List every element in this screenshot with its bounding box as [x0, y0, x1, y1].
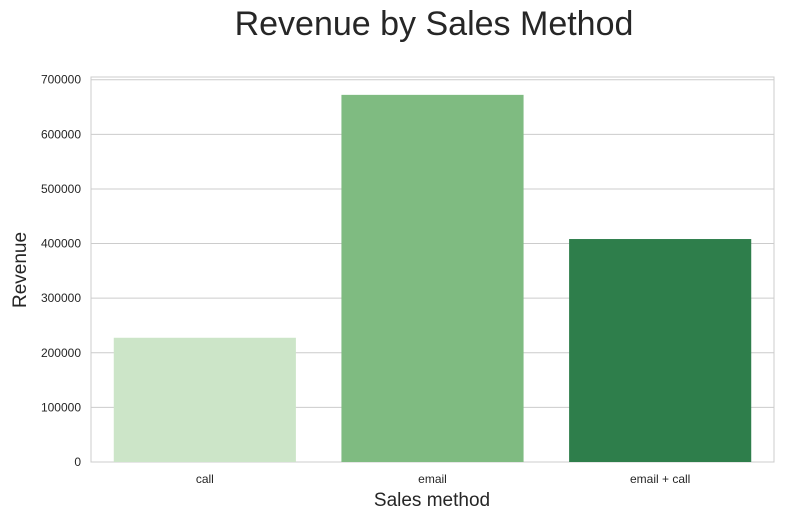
x-tick-label: call — [196, 472, 214, 486]
x-tick-labels: call email email + call — [196, 472, 691, 486]
bars — [113, 94, 752, 462]
y-tick-label: 0 — [74, 455, 81, 469]
bar-call — [113, 337, 296, 462]
bar-email — [341, 94, 524, 462]
y-tick-label: 200000 — [41, 346, 81, 360]
x-axis-label: Sales method — [374, 490, 490, 511]
y-tick-label: 500000 — [41, 182, 81, 196]
bar-email-call — [569, 239, 752, 462]
y-tick-label: 100000 — [41, 400, 81, 414]
x-tick-label: email + call — [630, 472, 690, 486]
y-tick-label: 300000 — [41, 291, 81, 305]
y-tick-label: 400000 — [41, 237, 81, 251]
y-axis-label: Revenue — [10, 232, 31, 308]
y-tick-label: 700000 — [41, 73, 81, 87]
y-tick-label: 600000 — [41, 127, 81, 141]
y-tick-labels: 0 100000 200000 300000 400000 500000 600000 700… — [41, 73, 81, 469]
chart-title: Revenue by Sales Method — [235, 5, 634, 43]
x-tick-label: email — [418, 472, 447, 486]
